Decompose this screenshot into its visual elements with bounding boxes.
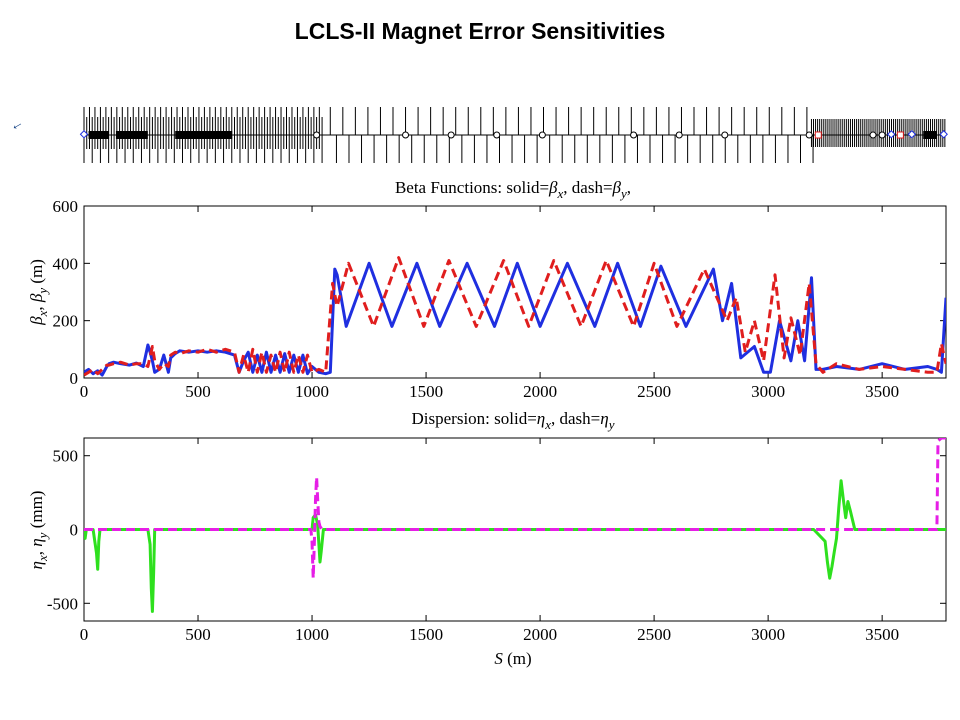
x-tick-label: 0 — [80, 625, 89, 644]
label-part: (m) — [27, 259, 46, 288]
dispersion-x-axis-label: S (m) — [494, 649, 531, 668]
y-tick-label: 600 — [53, 197, 79, 216]
label-part: Dispersion: solid= — [412, 409, 537, 428]
y-tick-label: 500 — [53, 447, 79, 466]
lattice-magnet-ticks — [79, 107, 948, 163]
y-tick-label: -500 — [47, 594, 78, 613]
label-part: η — [27, 561, 46, 569]
label-part: (m) — [503, 649, 532, 668]
lattice-marker-circle — [869, 131, 877, 139]
beta-axis-ticks: 0 500 1000 1500 2000 2500 3000 3500 0 200 400 600 — [53, 197, 946, 401]
label-part: Beta Functions: solid= — [395, 178, 549, 197]
label-part: β — [548, 178, 558, 197]
label-part: S — [494, 649, 503, 668]
label-part: y — [607, 417, 615, 432]
lattice-marker-circle — [402, 131, 410, 139]
dispersion-chart-title: Dispersion: solid=ηx, dash=ηy — [412, 409, 615, 432]
label-part: β — [27, 293, 46, 303]
lattice-magnet-block — [923, 131, 937, 139]
x-tick-label: 500 — [185, 625, 211, 644]
x-tick-label: 3500 — [865, 625, 899, 644]
label-part: , dash= — [551, 409, 600, 428]
label-part: x — [35, 310, 50, 317]
x-tick-label: 1000 — [295, 625, 329, 644]
x-tick-label: 1000 — [295, 382, 329, 401]
lattice-marker-circle — [538, 131, 546, 139]
lattice-marker-circle — [805, 131, 813, 139]
beta-y-axis-label: βx, βy (m) — [27, 259, 50, 326]
lattice-marker-circle — [630, 131, 638, 139]
lattice-layout-strip: ← — [7, 107, 948, 163]
y-tick-label: 400 — [53, 254, 79, 273]
x-tick-label: 3000 — [751, 382, 785, 401]
lattice-marker-diamond — [907, 130, 917, 139]
label-part: x — [35, 555, 50, 562]
lattice-magnet-block — [88, 131, 110, 139]
lattice-marker-circle — [313, 131, 321, 139]
label-part: η — [600, 409, 608, 428]
dispersion-panel: Dispersion: solid=ηx, dash=ηy 0 500 1000 15… — [27, 409, 947, 668]
lattice-marker-circle — [721, 131, 729, 139]
lattice-magnet-block — [115, 131, 148, 139]
y-tick-label: 0 — [70, 369, 79, 388]
lattice-marker-square — [814, 131, 822, 139]
label-part: , — [27, 547, 46, 556]
lattice-arrow-label: ← — [7, 115, 27, 135]
label-part: , — [627, 178, 631, 197]
x-tick-label: 2500 — [637, 625, 671, 644]
x-tick-label: 1500 — [409, 382, 443, 401]
dispersion-series-group — [84, 438, 946, 613]
label-part: (mm) — [27, 491, 46, 533]
label-part: y — [619, 186, 627, 201]
label-part: x — [557, 186, 564, 201]
lattice-marker-square — [896, 131, 904, 139]
x-tick-label: 2000 — [523, 625, 557, 644]
label-part: , dash= — [563, 178, 612, 197]
y-tick-label: 200 — [53, 312, 79, 331]
x-tick-label: 2500 — [637, 382, 671, 401]
label-part: y — [35, 288, 50, 296]
x-tick-label: 1500 — [409, 625, 443, 644]
series-line-dashed — [84, 256, 946, 377]
slide-title: LCLS-II Magnet Error Sensitivities — [294, 18, 666, 44]
x-tick-label: 500 — [185, 382, 211, 401]
lattice-marker-circle — [493, 131, 501, 139]
series-line-solid — [84, 261, 946, 377]
lattice-marker-circle — [878, 131, 886, 139]
beta-series-group — [84, 256, 946, 377]
label-part: x — [544, 417, 551, 432]
label-part: η — [27, 538, 46, 546]
x-tick-label: 3000 — [751, 625, 785, 644]
label-part: β — [612, 178, 622, 197]
lattice-marker-diamond — [887, 130, 896, 139]
lattice-marker-circle — [447, 131, 455, 139]
x-tick-label: 0 — [80, 382, 89, 401]
label-part: β — [27, 316, 46, 326]
dispersion-y-axis-label: ηx, ηy (mm) — [27, 491, 50, 570]
lattice-magnet-block — [175, 131, 233, 139]
series-line-dashed — [84, 438, 946, 580]
label-part: η — [537, 409, 545, 428]
y-tick-label: 0 — [70, 521, 79, 540]
x-tick-label: 3500 — [865, 382, 899, 401]
beta-chart-title: Beta Functions: solid=βx, dash=βy, — [395, 178, 631, 201]
x-tick-label: 2000 — [523, 382, 557, 401]
label-part: , — [27, 302, 46, 311]
beta-function-panel: Beta Functions: solid=βx, dash=βy, 0 500 1… — [27, 178, 947, 401]
lattice-marker-circle — [675, 131, 683, 139]
label-part: y — [35, 532, 50, 540]
lattice-marker-diamond — [939, 130, 948, 139]
lattice-marker-diamond — [79, 130, 89, 139]
